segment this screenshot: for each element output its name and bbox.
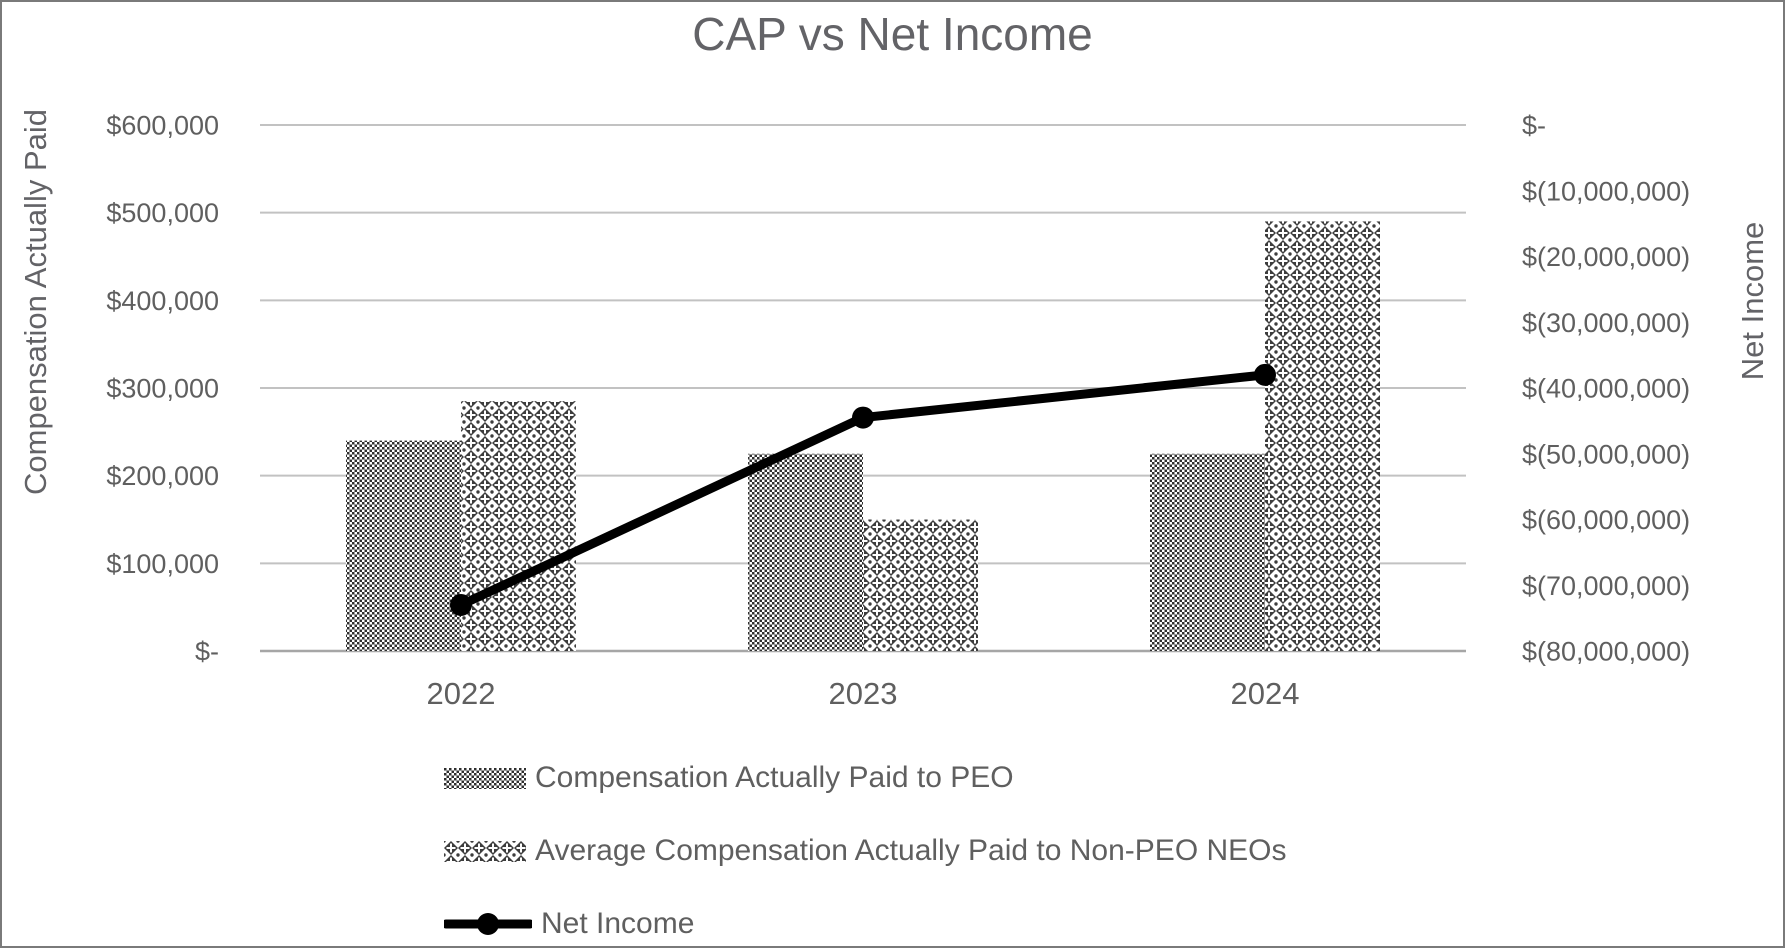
svg-text:$300,000: $300,000 [106, 374, 219, 404]
legend: Compensation Actually Paid to PEO [444, 760, 1287, 942]
bar-series [346, 221, 1380, 651]
line-series-net-income [450, 363, 1276, 616]
legend-swatch-dotted-diamond-icon [444, 840, 526, 862]
legend-item-cap-peo: Compensation Actually Paid to PEO [444, 760, 1287, 796]
legend-label: Net Income [541, 907, 695, 940]
svg-text:$200,000: $200,000 [106, 461, 219, 491]
legend-swatch-line-marker-icon [444, 913, 532, 935]
chart-title: CAP vs Net Income [692, 8, 1093, 60]
left-axis-tick-labels: $- $100,000 $200,000 $300,000 $400,000 $500,0… [106, 111, 219, 667]
svg-text:$(60,000,000): $(60,000,000) [1522, 505, 1690, 535]
svg-text:$(40,000,000): $(40,000,000) [1522, 374, 1690, 404]
x-axis-category-labels: 2022 2023 2024 [427, 676, 1300, 711]
right-axis-tick-labels: $- $(10,000,000) $(20,000,000) $(30,000,000… [1522, 111, 1690, 667]
legend-label: Compensation Actually Paid to PEO [535, 761, 1014, 794]
svg-text:$600,000: $600,000 [106, 111, 219, 141]
svg-text:$100,000: $100,000 [106, 549, 219, 579]
legend-item-cap-non-peo: Average Compensation Actually Paid to No… [444, 833, 1287, 869]
legend-swatch-dark-checker-icon [444, 767, 526, 789]
svg-text:$-: $- [1522, 111, 1546, 141]
svg-text:2022: 2022 [427, 676, 496, 711]
svg-text:$400,000: $400,000 [106, 286, 219, 316]
svg-text:$(20,000,000): $(20,000,000) [1522, 242, 1690, 272]
svg-text:$(80,000,000): $(80,000,000) [1522, 637, 1690, 667]
svg-text:$(50,000,000): $(50,000,000) [1522, 439, 1690, 469]
svg-text:2024: 2024 [1231, 676, 1300, 711]
svg-text:$(30,000,000): $(30,000,000) [1522, 308, 1690, 338]
legend-item-net-income: Net Income [444, 906, 1287, 942]
svg-text:$(70,000,000): $(70,000,000) [1522, 571, 1690, 601]
svg-text:$(10,000,000): $(10,000,000) [1522, 176, 1690, 206]
svg-text:$-: $- [195, 637, 219, 667]
svg-text:2023: 2023 [829, 676, 898, 711]
svg-text:$500,000: $500,000 [106, 198, 219, 228]
legend-label: Average Compensation Actually Paid to No… [535, 834, 1287, 867]
